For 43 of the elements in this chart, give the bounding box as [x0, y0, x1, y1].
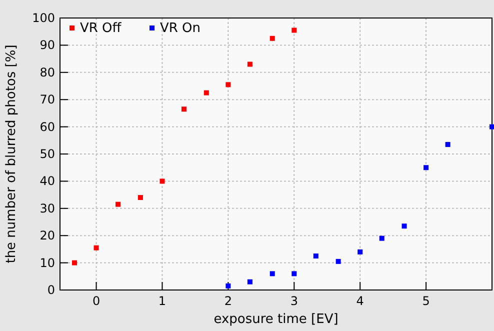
y-tick-label: 10	[40, 256, 55, 270]
y-tick-label: 80	[40, 65, 55, 80]
y-tick-label: 0	[47, 283, 55, 297]
point	[292, 28, 297, 33]
y-tick-label: 60	[40, 120, 55, 134]
point	[181, 106, 186, 112]
point	[292, 271, 297, 276]
point	[94, 245, 99, 250]
y-tick-label: 50	[40, 147, 55, 161]
x-axis-title: exposure time [EV]	[214, 312, 338, 327]
point	[358, 249, 363, 254]
point	[313, 254, 318, 258]
x-tick-label: 2	[224, 294, 232, 308]
y-tick-label: 30	[40, 201, 55, 216]
y-axis-title: the number of blurred photos [%]	[4, 44, 19, 264]
y-tick-label: 70	[40, 92, 55, 107]
point	[138, 195, 143, 200]
point	[270, 271, 275, 276]
point	[204, 90, 209, 96]
point	[247, 279, 252, 284]
x-tick-label: 4	[356, 294, 364, 308]
point	[247, 62, 252, 67]
y-tick-label: 40	[40, 174, 55, 188]
point	[379, 236, 384, 241]
point	[424, 165, 429, 170]
point	[270, 36, 275, 41]
x-tick-label: 1	[158, 294, 166, 308]
point	[116, 202, 121, 207]
x-tick-label: 5	[422, 294, 430, 308]
legend-label: VR Off	[80, 21, 122, 36]
point	[72, 260, 78, 266]
y-tick-label: 90	[40, 38, 55, 52]
point	[160, 178, 165, 184]
point	[336, 258, 341, 264]
x-tick-label: 0	[92, 294, 100, 308]
y-tick-label: 100	[32, 11, 55, 25]
y-tick-label: 20	[40, 228, 55, 243]
legend-label: VR On	[160, 21, 201, 36]
point	[490, 124, 494, 130]
x-tick-label: 3	[290, 294, 298, 308]
point	[445, 142, 450, 147]
point	[402, 224, 407, 229]
point	[226, 82, 231, 88]
